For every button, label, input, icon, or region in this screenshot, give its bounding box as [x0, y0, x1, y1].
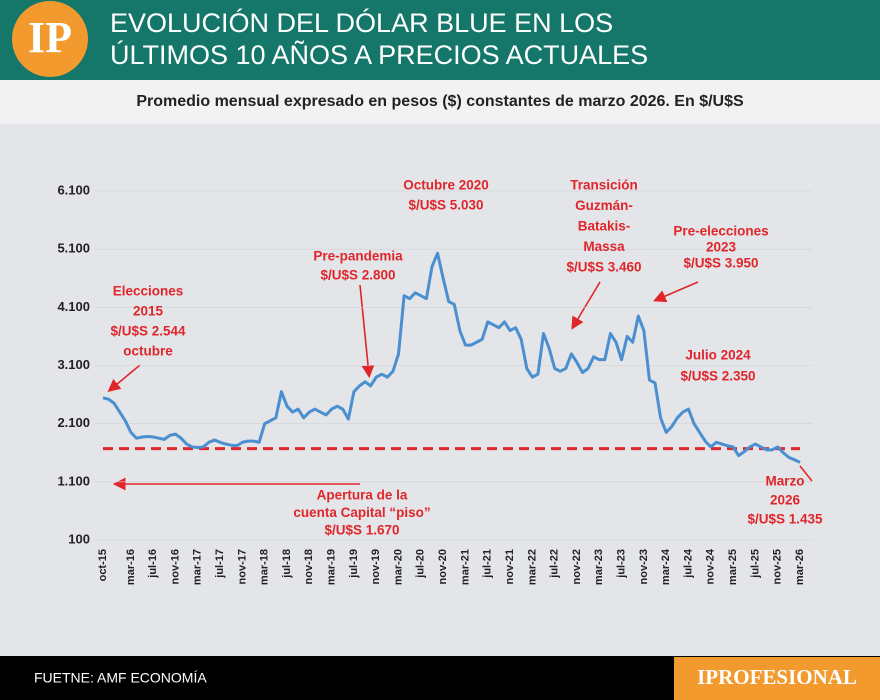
annotation: Transición: [570, 178, 638, 193]
x-tick-label: mar-23: [593, 549, 605, 585]
logo-circle: [12, 1, 88, 77]
x-tick-label: jul-18: [281, 549, 293, 579]
x-tick-label: jul-19: [348, 549, 360, 579]
x-tick-label: nov-25: [772, 549, 784, 584]
x-tick-label: mar-19: [326, 549, 338, 585]
x-tick-label: jul-24: [682, 548, 694, 579]
annotation: 2015: [133, 304, 164, 319]
header: [0, 0, 880, 80]
plot-background: [0, 124, 880, 656]
x-tick-label: jul-17: [214, 549, 226, 579]
annotation: $/U$S 1.435: [747, 512, 823, 527]
x-tick-label: nov-18: [303, 549, 315, 584]
subtitle: Promedio mensual expresado en pesos ($) …: [136, 93, 744, 110]
annotation: $/U$S 2.350: [680, 369, 755, 384]
subtitle-band: [0, 80, 880, 124]
y-tick-label: 6.100: [57, 182, 90, 197]
arrows: [107, 281, 813, 491]
y-tick-label: 5.100: [57, 241, 90, 256]
x-tick-label: mar-16: [125, 549, 137, 585]
x-tick-label: nov-20: [437, 549, 449, 584]
annotation: Pre-elecciones: [673, 224, 768, 239]
annotation: Massa: [583, 239, 625, 254]
brand: IPROFESIONAL: [697, 665, 857, 689]
y-tick-label: 2.100: [57, 415, 90, 430]
data-line: [102, 251, 801, 464]
annotation: Guzmán-: [575, 198, 633, 213]
annotation: $/U$S 2.544: [110, 324, 186, 339]
x-tick-label: nov-19: [370, 549, 382, 584]
title: ÚLTIMOS 10 AÑOS A PRECIOS ACTUALES: [110, 39, 648, 70]
annotation: $/U$S 3.460: [566, 260, 641, 275]
y-tick-label: 1.100: [57, 473, 90, 488]
x-tick-label: mar-24: [660, 548, 672, 585]
y-tick-label: 3.100: [57, 357, 90, 372]
x-tick-label: mar-20: [392, 549, 404, 585]
annotation: $/U$S 5.030: [408, 198, 483, 213]
x-tick-label: jul-20: [415, 549, 427, 579]
source: FUETNE: AMF ECONOMÍA: [34, 670, 207, 686]
annotation: 2023: [706, 240, 737, 255]
annotation: Apertura de la: [317, 488, 408, 503]
x-tick-label: oct-15: [97, 549, 109, 581]
annotation: $/U$S 1.670: [324, 523, 399, 538]
x-tick-label: nov-22: [571, 549, 583, 584]
x-tick-label: mar-18: [259, 549, 271, 585]
y-tick-label: 4.100: [57, 299, 90, 314]
annotation: Octubre 2020: [403, 178, 489, 193]
x-tick-label: mar-25: [727, 549, 739, 585]
y-tick-label: 100: [68, 531, 90, 546]
x-tick-label: jul-22: [549, 549, 561, 579]
annotation: cuenta Capital “piso”: [293, 505, 430, 520]
x-tick-label: mar-17: [192, 549, 204, 585]
x-tick-label: jul-16: [147, 549, 159, 579]
x-tick-label: jul-21: [482, 549, 494, 579]
x-tick-label: mar-22: [526, 549, 538, 585]
logo: IP: [28, 13, 72, 62]
x-tick-label: mar-21: [459, 549, 471, 585]
annotation: $/U$S 2.800: [320, 268, 395, 283]
title: EVOLUCIÓN DEL DÓLAR BLUE EN LOS: [110, 7, 613, 38]
annotation: Batakis-: [578, 219, 631, 234]
annotation: octubre: [123, 344, 173, 359]
brand-box: [674, 657, 880, 700]
x-tick-label: nov-17: [236, 549, 248, 584]
annotation: 2026: [770, 493, 801, 508]
x-tick-label: mar-26: [794, 549, 806, 585]
annotation: $/U$S 3.950: [683, 256, 758, 271]
x-tick-label: nov-23: [638, 549, 650, 584]
x-tick-label: jul-23: [615, 549, 627, 579]
x-tick-label: nov-24: [705, 548, 717, 584]
annotation: Julio 2024: [685, 348, 751, 363]
x-tick-label: nov-21: [504, 549, 516, 584]
annotation: Pre-pandemia: [313, 249, 403, 264]
x-tick-label: nov-16: [169, 549, 181, 584]
annotation: Elecciones: [113, 284, 184, 299]
annotation: Marzo: [765, 474, 804, 489]
x-tick-label: jul-25: [749, 549, 761, 579]
